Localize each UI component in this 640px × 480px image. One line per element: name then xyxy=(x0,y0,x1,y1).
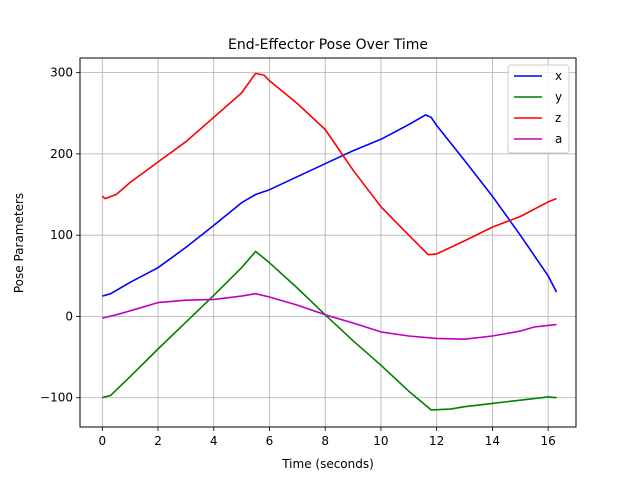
plot-frame xyxy=(79,57,577,428)
series-line-x xyxy=(102,114,558,297)
series-line-a xyxy=(102,292,557,340)
x-tick-label: 6 xyxy=(266,434,274,448)
legend-label: x xyxy=(555,69,562,83)
x-axis-ticks: 0 2 4 6 8 10 12 14 16 xyxy=(98,427,556,448)
legend-label: a xyxy=(555,132,562,146)
y-tick-label: 0 xyxy=(65,309,73,323)
x-tick-label: 12 xyxy=(429,434,444,448)
series-line-z xyxy=(101,72,557,256)
legend-label: z xyxy=(555,111,561,125)
y-tick-label: 100 xyxy=(50,228,73,242)
series-layer xyxy=(101,72,558,411)
y-tick-label: 200 xyxy=(50,147,73,161)
x-tick-label: 16 xyxy=(540,434,555,448)
grid xyxy=(80,58,576,427)
x-tick-label: 0 xyxy=(98,434,106,448)
x-tick-label: 14 xyxy=(485,434,500,448)
x-tick-label: 4 xyxy=(210,434,218,448)
x-axis-label: Time (seconds) xyxy=(281,457,374,471)
x-tick-label: 8 xyxy=(321,434,329,448)
y-axis-ticks: −100 0 100 200 300 xyxy=(40,66,80,405)
chart-title: End-Effector Pose Over Time xyxy=(228,37,428,53)
x-tick-label: 2 xyxy=(154,434,162,448)
y-axis-label: Pose Parameters xyxy=(12,193,26,293)
y-tick-label: 300 xyxy=(50,66,73,80)
legend-label: y xyxy=(555,90,562,104)
legend-box xyxy=(507,64,570,154)
y-tick-label: −100 xyxy=(40,391,73,405)
x-tick-label: 10 xyxy=(373,434,388,448)
series-line-y xyxy=(102,250,557,411)
